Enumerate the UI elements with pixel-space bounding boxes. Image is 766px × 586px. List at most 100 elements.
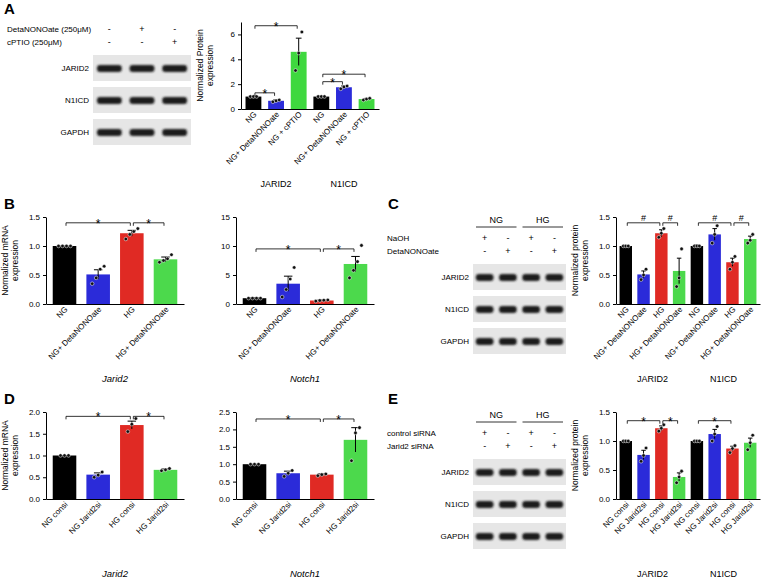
band-label: N1ICD	[65, 96, 89, 105]
y-axis-line	[46, 413, 47, 500]
bar	[744, 239, 756, 304]
western-blot: NGHGNaOH+-+-DetaNONOate-+-+JARID2N1ICDGA…	[387, 215, 566, 354]
y-tick: 2	[231, 80, 241, 89]
bar-chart: 0.00.51.01.5NGNG+ DetaNONOateHGHG+ DetaN…	[570, 213, 761, 384]
y-tick: 4	[231, 55, 241, 64]
blot-group-line	[523, 227, 564, 228]
y-axis: 0.00.51.01.52.02.5	[219, 408, 237, 504]
significance-label: *	[274, 20, 279, 34]
x-axis-line	[617, 304, 761, 305]
x-tick: HG consi	[107, 500, 137, 530]
data-point	[284, 288, 288, 292]
blot-band	[476, 533, 494, 540]
y-tick: 15	[221, 213, 236, 222]
y-axis-line	[236, 218, 237, 305]
x-tick-label: HG	[312, 305, 327, 320]
y-tick-label: 0.5	[29, 271, 41, 280]
blot-band	[546, 306, 564, 313]
data-point	[733, 444, 737, 448]
bar	[310, 475, 334, 499]
data-point	[733, 255, 737, 259]
data-point	[158, 260, 162, 264]
x-axis: NGNG+ DetaNONOateHGHG+ DetaNONOate	[237, 305, 375, 362]
treatment-sign: -	[108, 37, 111, 47]
y-tick: 1.5	[219, 443, 236, 452]
data-point	[247, 296, 251, 300]
y-tick-mark	[613, 441, 616, 442]
data-point	[677, 475, 681, 479]
blot-band	[546, 533, 564, 540]
blot-band	[476, 338, 494, 345]
y-axis-title: Normalized Proteinexpression	[195, 29, 215, 102]
blot-band	[522, 306, 540, 313]
x-axis-line	[242, 109, 380, 110]
bar	[708, 434, 720, 499]
data-point	[698, 439, 702, 443]
data-point	[297, 51, 301, 55]
data-point	[67, 454, 71, 458]
data-point	[348, 276, 352, 280]
blot-strip	[473, 328, 566, 354]
y-tick-label: 2.0	[219, 425, 231, 434]
data-point	[356, 260, 360, 264]
data-point	[360, 244, 364, 248]
x-tick: NG+ DetaNONOate	[237, 305, 294, 362]
x-tick-label: NG	[244, 110, 259, 125]
data-point	[63, 454, 67, 458]
y-tick: 0.0	[599, 495, 616, 504]
data-point	[324, 472, 328, 476]
y-axis-title: Normalized proteinexpression	[570, 420, 590, 492]
x-tick-label: NG	[312, 110, 327, 125]
treatment-label: control siRNA	[387, 429, 437, 438]
bar	[53, 456, 77, 500]
data-point	[698, 244, 702, 248]
treatment-sign: -	[173, 24, 176, 34]
treatment-sign: +	[505, 441, 510, 451]
blot-band	[162, 97, 187, 104]
data-point	[292, 266, 296, 270]
bar	[655, 233, 667, 304]
data-point	[92, 475, 96, 479]
figure: ABCDEDetaNONOate (250μM)-+-cPTIO (250μM)…	[0, 0, 766, 586]
bar	[336, 87, 352, 109]
error-cap	[284, 276, 292, 277]
treatment-sign: -	[108, 24, 111, 34]
treatment-sign: -	[553, 428, 556, 438]
data-point	[320, 473, 324, 477]
y-tick-label: 2.5	[219, 408, 231, 417]
bar	[154, 259, 178, 304]
treatment-label: Jarid2 siRNA	[387, 442, 434, 451]
error-cap	[748, 438, 752, 439]
y-tick-mark	[43, 412, 46, 413]
y-axis-title: Normalized mRNAexpression	[0, 420, 20, 491]
bar	[655, 428, 667, 499]
blot-group-line	[523, 422, 564, 423]
y-tick: 2.0	[29, 408, 46, 417]
blot-band	[522, 501, 540, 508]
y-tick-label: 0.5	[599, 271, 611, 280]
data-point	[96, 473, 100, 477]
y-axis-line	[46, 218, 47, 305]
data-point	[322, 298, 326, 302]
x-tick-label: HG+ DetaNONOate	[699, 305, 756, 362]
x-tick: HG Jarid2si	[325, 500, 361, 536]
data-point	[251, 296, 255, 300]
bar-chart: 0.00.51.01.52.0NG consiNG Jarid2siHG con…	[0, 408, 185, 579]
blot-band	[499, 306, 517, 313]
y-tick-label: 0.0	[599, 300, 611, 309]
blot-group-label: HG	[536, 215, 550, 225]
y-tick: 1.5	[599, 408, 616, 417]
y-axis: 0246	[231, 23, 242, 115]
band-label: JARID2	[61, 64, 89, 73]
treatment-sign: -	[483, 246, 486, 256]
y-tick: 1.5	[29, 430, 46, 439]
x-tick: NG	[312, 110, 327, 125]
data-point	[170, 253, 174, 257]
y-tick-mark	[613, 246, 616, 247]
panel-label: B	[4, 195, 15, 212]
y-tick-label: 5	[226, 271, 231, 280]
blot-group-label: NG	[490, 410, 504, 420]
y-tick-label: 0.5	[599, 466, 611, 475]
y-tick-mark	[238, 109, 241, 110]
y-tick: 0	[231, 105, 241, 114]
